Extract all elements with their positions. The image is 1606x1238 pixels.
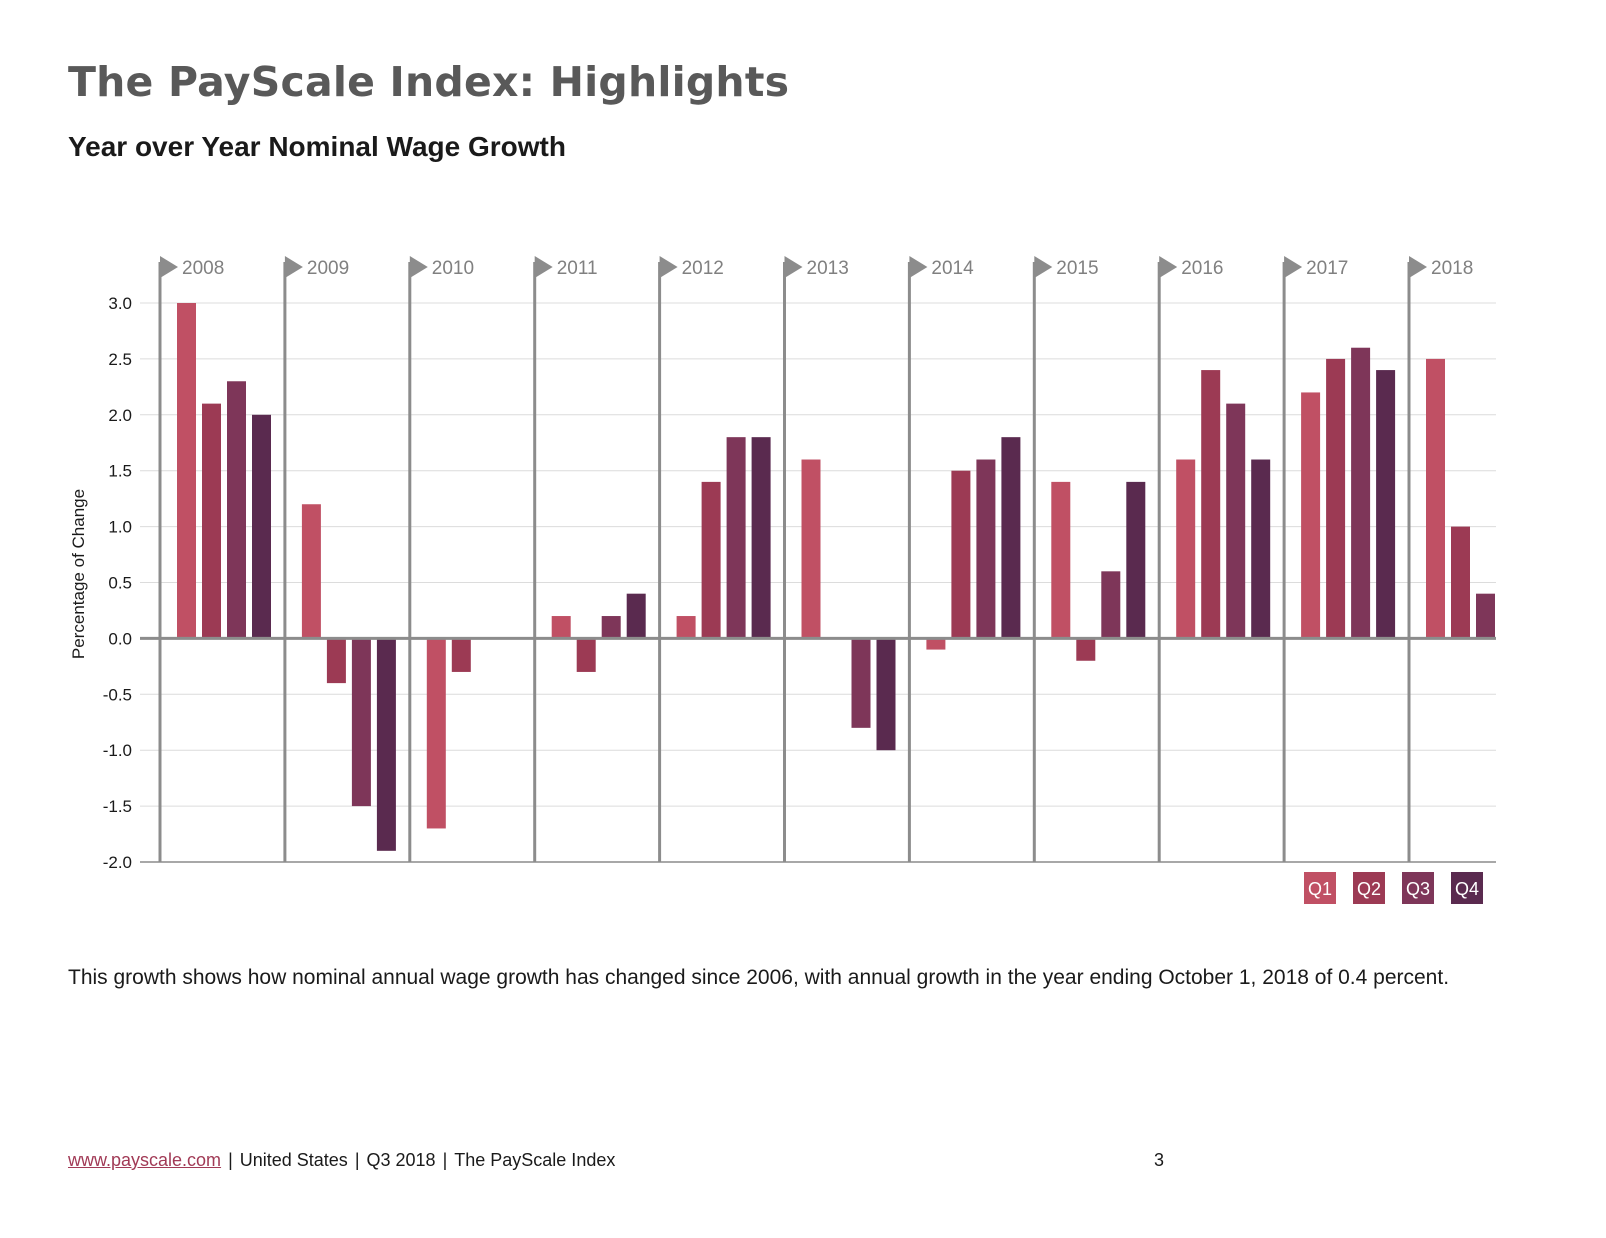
bar (1376, 370, 1396, 639)
bar (701, 481, 721, 639)
chart-description: This growth shows how nominal annual wag… (68, 966, 1450, 989)
bar (301, 504, 321, 639)
legend-swatch (1353, 872, 1385, 904)
bar (351, 638, 371, 807)
y-tick-label: -2.0 (103, 853, 132, 872)
bar (676, 616, 696, 639)
year-label: 2015 (1056, 258, 1098, 279)
bar (1101, 571, 1121, 639)
bar (1076, 638, 1096, 661)
page-number: 3 (1154, 1150, 1165, 1170)
page-title: The PayScale Index: Highlights (68, 58, 790, 106)
bar (1226, 403, 1246, 639)
year-flag-icon (909, 256, 928, 278)
year-label: 2009 (307, 258, 349, 279)
chart-subtitle: Year over Year Nominal Wage Growth (68, 131, 566, 162)
year-label: 2008 (182, 258, 224, 279)
bar (1426, 358, 1445, 639)
footer-separator: | (228, 1150, 233, 1170)
y-tick-label: 1.5 (108, 462, 132, 481)
y-tick-label: 2.5 (108, 350, 132, 369)
footer-publication: The PayScale Index (454, 1150, 616, 1170)
bar (726, 437, 746, 639)
axes: 3.0 2.5 2.0 1.5 1.0 0.5 -0.5 -1.0 -1.5 -2.0 0.0 (103, 294, 1496, 872)
bar (1051, 481, 1071, 639)
year-label: 2011 (557, 258, 598, 279)
bar (1001, 437, 1021, 639)
bar (876, 638, 896, 751)
bar (851, 638, 871, 728)
bar (326, 638, 346, 684)
year-label: 2012 (682, 258, 724, 279)
legend-label: Q4 (1455, 879, 1479, 899)
bar (177, 303, 196, 639)
bar (976, 459, 996, 639)
year-flag-icon (1034, 256, 1053, 278)
year-flag-icon (284, 256, 303, 278)
bar (252, 414, 271, 639)
bar (1351, 347, 1371, 639)
legend-swatch (1402, 872, 1434, 904)
footer-link[interactable]: www.payscale.com (68, 1150, 222, 1170)
year-label: 2013 (807, 258, 849, 279)
bar (951, 470, 971, 639)
footer: www.payscale.com | United States | Q3 2018 | T… (68, 1150, 615, 1171)
bar (551, 616, 571, 639)
bar (376, 638, 396, 851)
bar (801, 459, 821, 639)
y-tick-label: 0.5 (108, 574, 132, 593)
bars (177, 303, 1495, 851)
year-label: 2018 (1431, 258, 1473, 279)
bar (1476, 593, 1495, 639)
y-axis-label: Percentage of Change (69, 489, 88, 659)
y-tick-label: 1.0 (108, 518, 132, 537)
bar (227, 381, 246, 639)
bar (1326, 358, 1346, 639)
footer-separator: | (442, 1150, 448, 1170)
y-tick-label: 2.0 (108, 406, 132, 425)
year-flag-icon (784, 256, 803, 278)
bar (426, 638, 446, 829)
legend-label: Q1 (1308, 879, 1332, 899)
year-label: 2014 (931, 258, 974, 279)
legend-swatch (1304, 872, 1336, 904)
wage-growth-chart: 2008 2009 2010 2011 2012 2013 2014 2015 2016 2017… (69, 256, 1496, 904)
year-markers: 2008 2009 2010 2011 2012 2013 2014 2015 2016 2017… (158, 256, 1473, 862)
year-label: 2016 (1181, 258, 1223, 279)
year-flag-icon (1159, 256, 1178, 278)
bar (751, 437, 771, 639)
year-flag-icon (534, 256, 553, 278)
bar (601, 616, 621, 639)
year-flag-icon (1409, 256, 1427, 278)
footer-separator: | (354, 1150, 360, 1170)
y-tick-label: 0.0 (108, 629, 132, 648)
bar (1176, 459, 1196, 639)
bar (1451, 526, 1470, 639)
year-label: 2017 (1306, 258, 1348, 279)
bar (626, 593, 646, 639)
footer-quarter: Q3 2018 (366, 1150, 436, 1170)
year-flag-icon (659, 256, 678, 278)
footer-region: United States (239, 1150, 348, 1170)
y-tick-label: -1.0 (103, 741, 132, 760)
year-flag-icon (160, 256, 178, 278)
bar (1201, 370, 1221, 639)
bar (1301, 392, 1321, 639)
legend-swatch (1451, 872, 1483, 904)
year-flag-icon (1284, 256, 1303, 278)
bar (1251, 459, 1271, 639)
legend-label: Q2 (1357, 879, 1381, 899)
bar (202, 403, 221, 639)
year-flag-icon (409, 256, 428, 278)
bar (1126, 481, 1146, 639)
bar (926, 638, 946, 650)
bar (576, 638, 596, 672)
year-label: 2010 (432, 258, 474, 279)
bar (451, 638, 471, 672)
y-tick-label: 3.0 (108, 294, 132, 313)
legend-label: Q3 (1406, 879, 1430, 899)
y-tick-label: -0.5 (103, 685, 132, 704)
legend: Q1 Q2 Q3 Q4 (1304, 872, 1483, 904)
y-tick-label: -1.5 (103, 797, 132, 816)
